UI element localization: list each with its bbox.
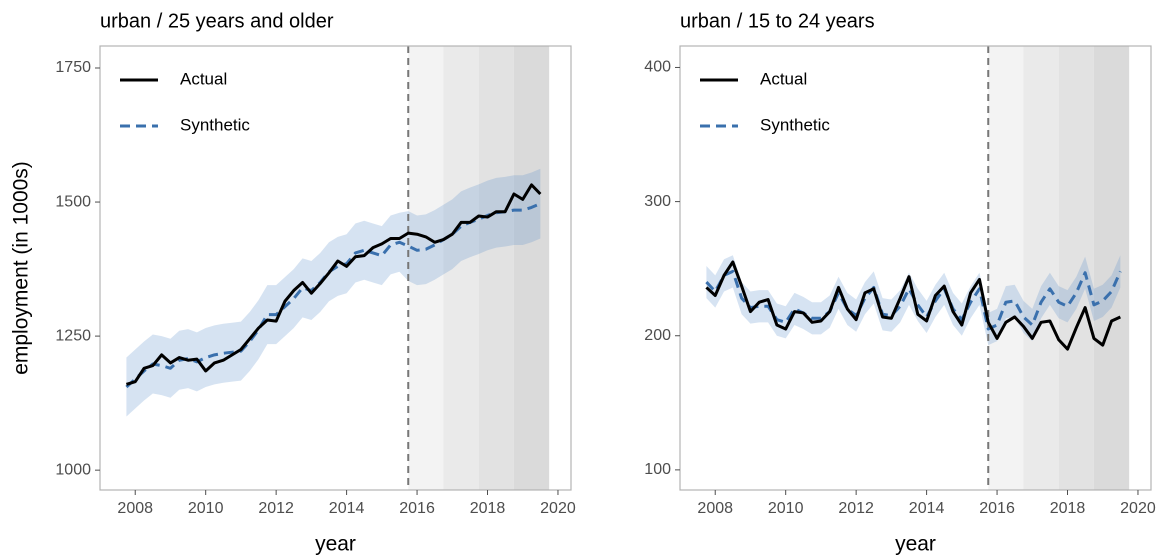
- x-tick-label: 2016: [979, 500, 1015, 517]
- x-tick-label: 2008: [697, 500, 733, 517]
- legend-label: Actual: [180, 69, 227, 88]
- x-axis-title: year: [315, 533, 356, 556]
- shaded-period: [513, 46, 550, 490]
- shaded-period: [1058, 46, 1094, 490]
- x-tick-label: 2010: [188, 500, 224, 517]
- x-tick-label: 2020: [1120, 500, 1156, 517]
- x-tick-label: 2014: [329, 500, 365, 517]
- y-tick-label: 1750: [55, 59, 91, 76]
- x-axis-title: year: [895, 533, 936, 556]
- plot-border: [99, 45, 572, 491]
- legend-label: Synthetic: [180, 115, 250, 134]
- y-tick-label: 100: [644, 461, 671, 478]
- x-tick-label: 2012: [258, 500, 294, 517]
- x-tick-label: 2016: [399, 500, 435, 517]
- series-line: [705, 260, 1121, 351]
- y-tick-label: 300: [644, 193, 671, 210]
- x-tick-label: 2020: [540, 500, 576, 517]
- shaded-period: [988, 46, 1024, 490]
- shaded-period: [408, 46, 444, 490]
- legend-label: Actual: [760, 69, 807, 88]
- shaded-period: [443, 46, 479, 490]
- x-tick-label: 2018: [1050, 500, 1086, 517]
- panel-title: urban / 25 years and older: [100, 10, 334, 32]
- x-tick-label: 2018: [470, 500, 506, 517]
- panel: 100 200 300 400 2008 2010 2012 2014 2016 2018 2020…: [644, 10, 1156, 555]
- legend-label: Synthetic: [760, 115, 830, 134]
- series-line: [125, 183, 542, 386]
- panel: 1000 1250 1500 1750 2008 2010 2012 2014 2016 2018…: [10, 10, 576, 555]
- y-tick-label: 400: [644, 59, 671, 76]
- x-tick-label: 2010: [768, 500, 804, 517]
- y-tick-label: 1500: [55, 193, 91, 210]
- plot-border: [679, 45, 1152, 491]
- shaded-period: [478, 46, 514, 490]
- shaded-period: [1093, 46, 1130, 490]
- x-tick-label: 2012: [838, 500, 874, 517]
- x-tick-label: 2008: [117, 500, 153, 517]
- x-tick-label: 2014: [909, 500, 945, 517]
- y-tick-label: 1000: [55, 461, 91, 478]
- y-tick-label: 1250: [55, 327, 91, 344]
- y-tick-label: 200: [644, 327, 671, 344]
- y-axis-title: employment (in 1000s): [10, 161, 33, 375]
- panel-title: urban / 15 to 24 years: [680, 10, 875, 32]
- shaded-period: [1023, 46, 1059, 490]
